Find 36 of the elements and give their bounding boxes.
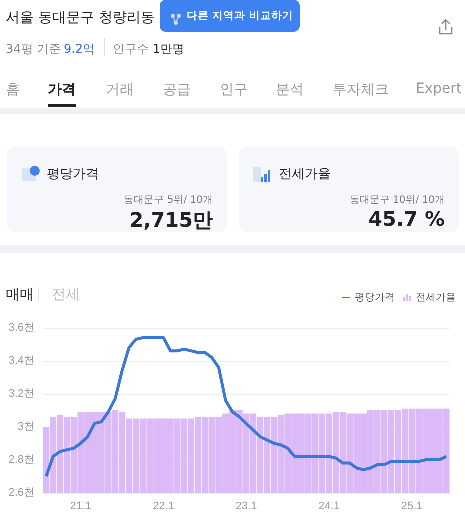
text: 전세 bbox=[52, 286, 80, 304]
text: 34평 기준 bbox=[6, 41, 62, 58]
legend-label: 전세가율 bbox=[416, 292, 456, 304]
text: 다른 지역과 비교하기 bbox=[187, 9, 294, 23]
text: 가격 bbox=[48, 81, 76, 99]
legend-label: 평당가격 bbox=[355, 292, 395, 304]
y-tick-label: 3천 bbox=[18, 421, 35, 433]
y-tick-label: 3.6천 bbox=[8, 322, 35, 334]
text: 동대문구 5위/ 10개 bbox=[124, 194, 213, 207]
text: 인구수 bbox=[113, 41, 149, 58]
x-tick-label: 24.1 bbox=[318, 500, 340, 512]
y-tick-label: 2.8천 bbox=[8, 454, 35, 466]
text: 1만명 bbox=[153, 41, 185, 58]
text: 전세가율 bbox=[279, 166, 331, 183]
text: 인구 bbox=[220, 81, 248, 99]
line-series bbox=[44, 336, 448, 478]
text: 매매 bbox=[6, 286, 34, 304]
text: 분석 bbox=[276, 81, 304, 99]
text: 투자체크 bbox=[333, 81, 389, 99]
x-tick-label: 22.1 bbox=[153, 500, 174, 512]
y-tick-label: 3.4천 bbox=[8, 355, 35, 367]
y-tick-label: 2.6천 bbox=[8, 487, 35, 499]
x-tick-label: 25.1 bbox=[401, 500, 423, 512]
text: 2,715만 bbox=[130, 207, 213, 234]
y-tick-label: 3.2천 bbox=[8, 388, 35, 400]
text: 서울 동대문구 청량리동 bbox=[6, 9, 155, 27]
text: 45.7 % bbox=[368, 207, 445, 231]
text: 9.2억 bbox=[64, 41, 96, 58]
x-tick-label: 21.1 bbox=[70, 500, 92, 512]
x-tick-label: 23.1 bbox=[236, 500, 258, 512]
text: 평당가격 bbox=[47, 166, 99, 183]
text: Expert bbox=[416, 81, 462, 97]
text: 거래 bbox=[106, 81, 134, 99]
text: 동대문구 10위/ 10개 bbox=[350, 194, 445, 207]
text: 공급 bbox=[163, 81, 191, 99]
text: 홈 bbox=[6, 81, 20, 99]
